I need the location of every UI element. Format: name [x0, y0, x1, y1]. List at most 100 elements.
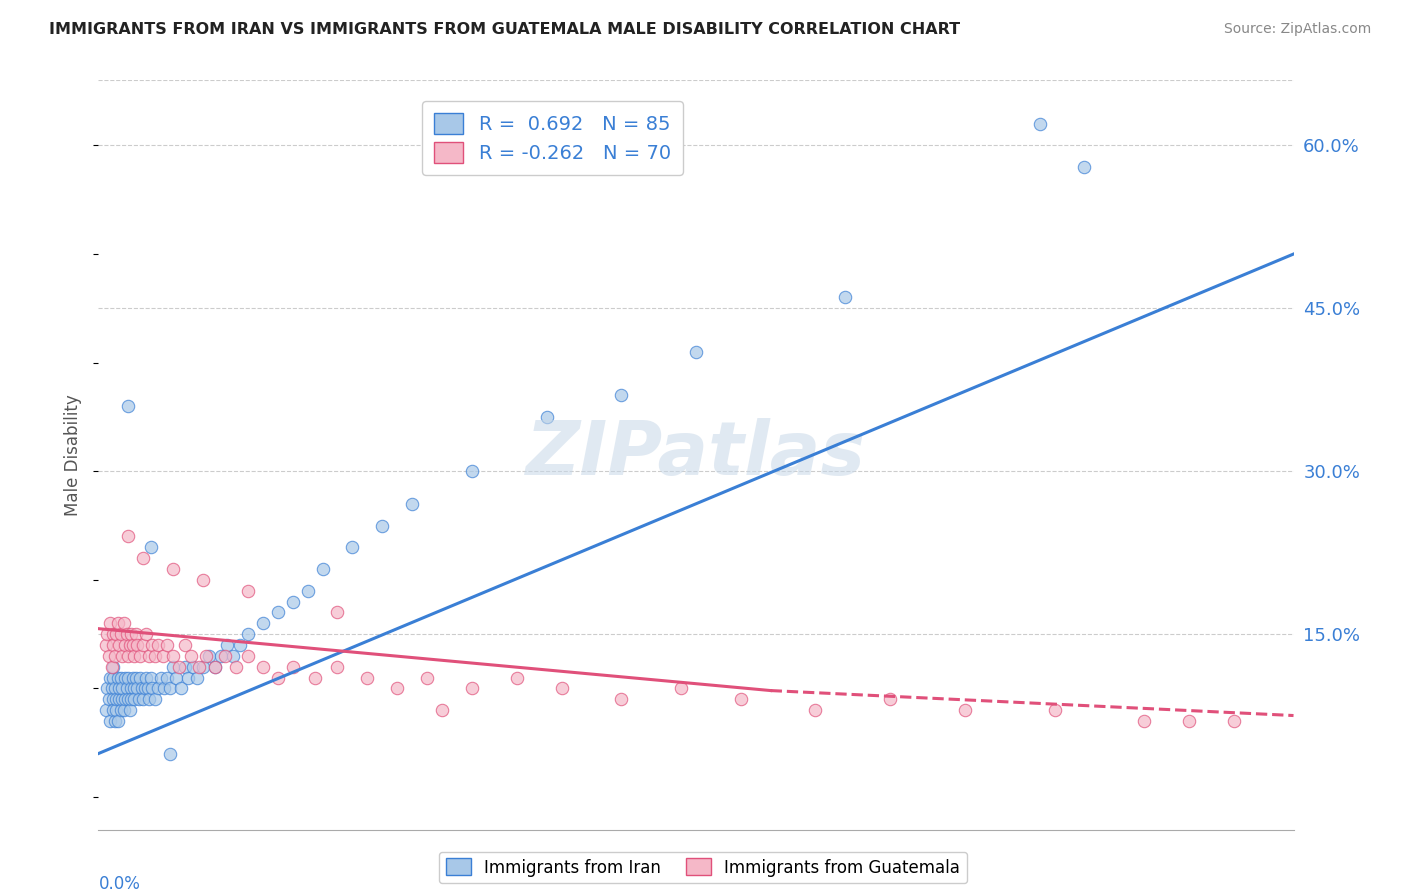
Text: ZIPatlas: ZIPatlas — [526, 418, 866, 491]
Point — [162, 648, 184, 663]
Point — [112, 616, 135, 631]
Point — [159, 681, 181, 696]
Point — [114, 638, 136, 652]
Point — [281, 594, 304, 608]
Point — [804, 703, 827, 717]
Text: 0.0%: 0.0% — [98, 874, 141, 892]
Point — [135, 627, 157, 641]
Point — [124, 681, 146, 696]
Point — [98, 714, 122, 728]
Point — [104, 648, 127, 663]
Point — [138, 692, 160, 706]
Point — [1028, 117, 1050, 131]
Point — [117, 648, 139, 663]
Text: Source: ZipAtlas.com: Source: ZipAtlas.com — [1223, 22, 1371, 37]
Point — [110, 703, 132, 717]
Point — [236, 583, 259, 598]
Point — [124, 648, 146, 663]
Point — [311, 562, 333, 576]
Point — [107, 616, 129, 631]
Point — [834, 290, 856, 304]
Y-axis label: Male Disability: Male Disability — [65, 394, 83, 516]
Point — [156, 671, 179, 685]
Point — [121, 671, 143, 685]
Point — [127, 638, 149, 652]
Point — [371, 518, 394, 533]
Point — [1043, 703, 1066, 717]
Point — [118, 638, 141, 652]
Point — [115, 681, 138, 696]
Point — [143, 648, 166, 663]
Point — [127, 681, 149, 696]
Point — [96, 627, 118, 641]
Point — [198, 648, 221, 663]
Point — [229, 638, 252, 652]
Point — [114, 692, 136, 706]
Point — [204, 659, 226, 673]
Point — [225, 659, 247, 673]
Point — [114, 671, 136, 685]
Point — [117, 671, 139, 685]
Point — [1178, 714, 1201, 728]
Point — [107, 671, 129, 685]
Point — [156, 638, 179, 652]
Point — [96, 681, 118, 696]
Point — [610, 388, 633, 402]
Point — [267, 606, 290, 620]
Point — [103, 638, 125, 652]
Point — [430, 703, 453, 717]
Point — [125, 671, 148, 685]
Point — [110, 671, 132, 685]
Point — [215, 638, 238, 652]
Point — [103, 692, 125, 706]
Point — [1073, 160, 1095, 174]
Point — [112, 703, 135, 717]
Point — [120, 681, 142, 696]
Point — [110, 627, 132, 641]
Point — [222, 648, 245, 663]
Point — [326, 659, 349, 673]
Point — [141, 638, 163, 652]
Point — [107, 714, 129, 728]
Point — [153, 681, 176, 696]
Point — [105, 627, 128, 641]
Point — [94, 703, 117, 717]
Point — [111, 681, 134, 696]
Point — [97, 648, 120, 663]
Point — [195, 648, 218, 663]
Point — [150, 671, 173, 685]
Point — [103, 659, 125, 673]
Point — [204, 659, 226, 673]
Point — [167, 659, 190, 673]
Point — [461, 681, 484, 696]
Point — [730, 692, 752, 706]
Point — [103, 627, 125, 641]
Point — [174, 638, 197, 652]
Point — [879, 692, 901, 706]
Point — [159, 747, 181, 761]
Point — [104, 714, 127, 728]
Point — [128, 692, 150, 706]
Point — [252, 659, 274, 673]
Point — [94, 638, 117, 652]
Point — [169, 681, 191, 696]
Point — [139, 540, 162, 554]
Point — [267, 671, 290, 685]
Point — [118, 703, 141, 717]
Point — [162, 659, 184, 673]
Point — [304, 671, 326, 685]
Point — [186, 671, 208, 685]
Point — [953, 703, 976, 717]
Point — [610, 692, 633, 706]
Point — [191, 659, 214, 673]
Point — [506, 671, 529, 685]
Point — [326, 606, 349, 620]
Point — [129, 648, 152, 663]
Point — [124, 692, 146, 706]
Point — [187, 659, 209, 673]
Point — [132, 551, 155, 566]
Point — [281, 659, 304, 673]
Point — [180, 648, 202, 663]
Point — [105, 692, 128, 706]
Point — [356, 671, 378, 685]
